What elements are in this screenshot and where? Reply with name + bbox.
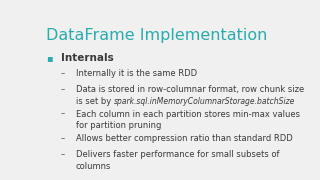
Text: DataFrame Implementation: DataFrame Implementation — [46, 28, 268, 43]
Text: Internally it is the same RDD: Internally it is the same RDD — [76, 69, 197, 78]
Text: is set by: is set by — [76, 97, 114, 106]
Text: –: – — [61, 110, 65, 119]
Text: ▪: ▪ — [46, 53, 53, 63]
Text: Internals: Internals — [61, 53, 114, 63]
Text: Delivers faster performance for small subsets of
columns: Delivers faster performance for small su… — [76, 150, 279, 171]
Text: Allows better compression ratio than standard RDD: Allows better compression ratio than sta… — [76, 134, 293, 143]
Text: Each column in each partition stores min-max values
for partition pruning: Each column in each partition stores min… — [76, 110, 300, 130]
Text: –: – — [61, 150, 65, 159]
Text: –: – — [61, 85, 65, 94]
Text: –: – — [61, 134, 65, 143]
Text: Data is stored in row-columnar format, row chunk size: Data is stored in row-columnar format, r… — [76, 85, 304, 94]
Text: –: – — [61, 69, 65, 78]
Text: spark.sql.inMemoryColumnarStorage.batchSize: spark.sql.inMemoryColumnarStorage.batchS… — [115, 97, 296, 106]
